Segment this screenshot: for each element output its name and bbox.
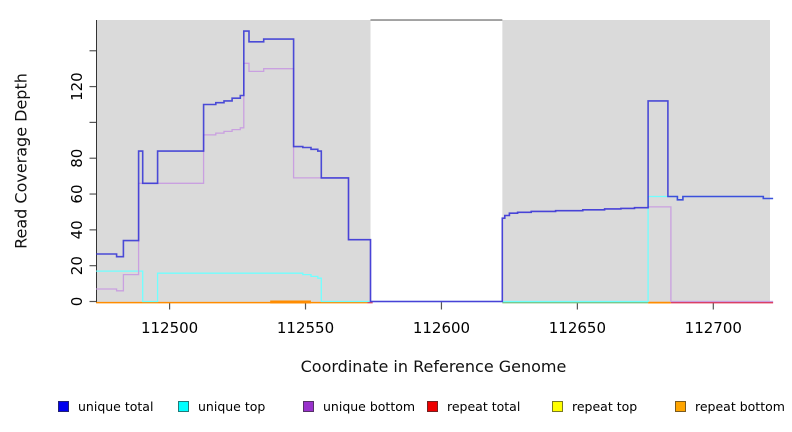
legend-item-repeat-bottom: repeat bottom <box>675 399 785 414</box>
y-tick-label: 0 <box>68 297 86 307</box>
x-tick-label: 112700 <box>685 319 742 337</box>
y-tick-label: 20 <box>68 256 86 275</box>
y-tick-label: 40 <box>68 220 86 239</box>
y-tick-label: 120 <box>68 72 86 101</box>
y-tick-label: 60 <box>68 184 86 203</box>
legend-label: repeat top <box>572 399 638 414</box>
x-tick-label: 112600 <box>413 319 470 337</box>
legend-swatch <box>303 401 314 412</box>
legend-swatch <box>178 401 189 412</box>
x-tick-label: 112650 <box>549 319 606 337</box>
legend-swatch <box>58 401 69 412</box>
legend-item-repeat-total: repeat total <box>427 399 520 414</box>
x-axis-title: Coordinate in Reference Genome <box>300 357 567 376</box>
legend-label: repeat total <box>447 399 521 414</box>
legend-swatch <box>427 401 438 412</box>
legend-label: repeat bottom <box>695 399 785 414</box>
legend-item-unique-bottom: unique bottom <box>303 399 415 414</box>
x-tick-label: 112500 <box>141 319 198 337</box>
x-tick-label: 112550 <box>277 319 334 337</box>
series-unique-total-line <box>96 30 774 303</box>
masked-region <box>370 20 503 303</box>
legend-label: unique total <box>78 399 154 414</box>
legend-swatch <box>552 401 563 412</box>
y-tick-label: 80 <box>68 149 86 168</box>
legend-item-repeat-top: repeat top <box>552 399 637 414</box>
y-axis-title: Read Coverage Depth <box>11 73 31 249</box>
legend-swatch <box>675 401 686 412</box>
legend-label: unique bottom <box>323 399 416 414</box>
legend-label: unique top <box>198 399 266 414</box>
legend-item-unique-top: unique top <box>178 399 265 414</box>
legend-item-unique-total: unique total <box>58 399 153 414</box>
coverage-plot: 112500 112550 112600 112650 112700 0 20 40 60 80 1… <box>68 19 774 337</box>
